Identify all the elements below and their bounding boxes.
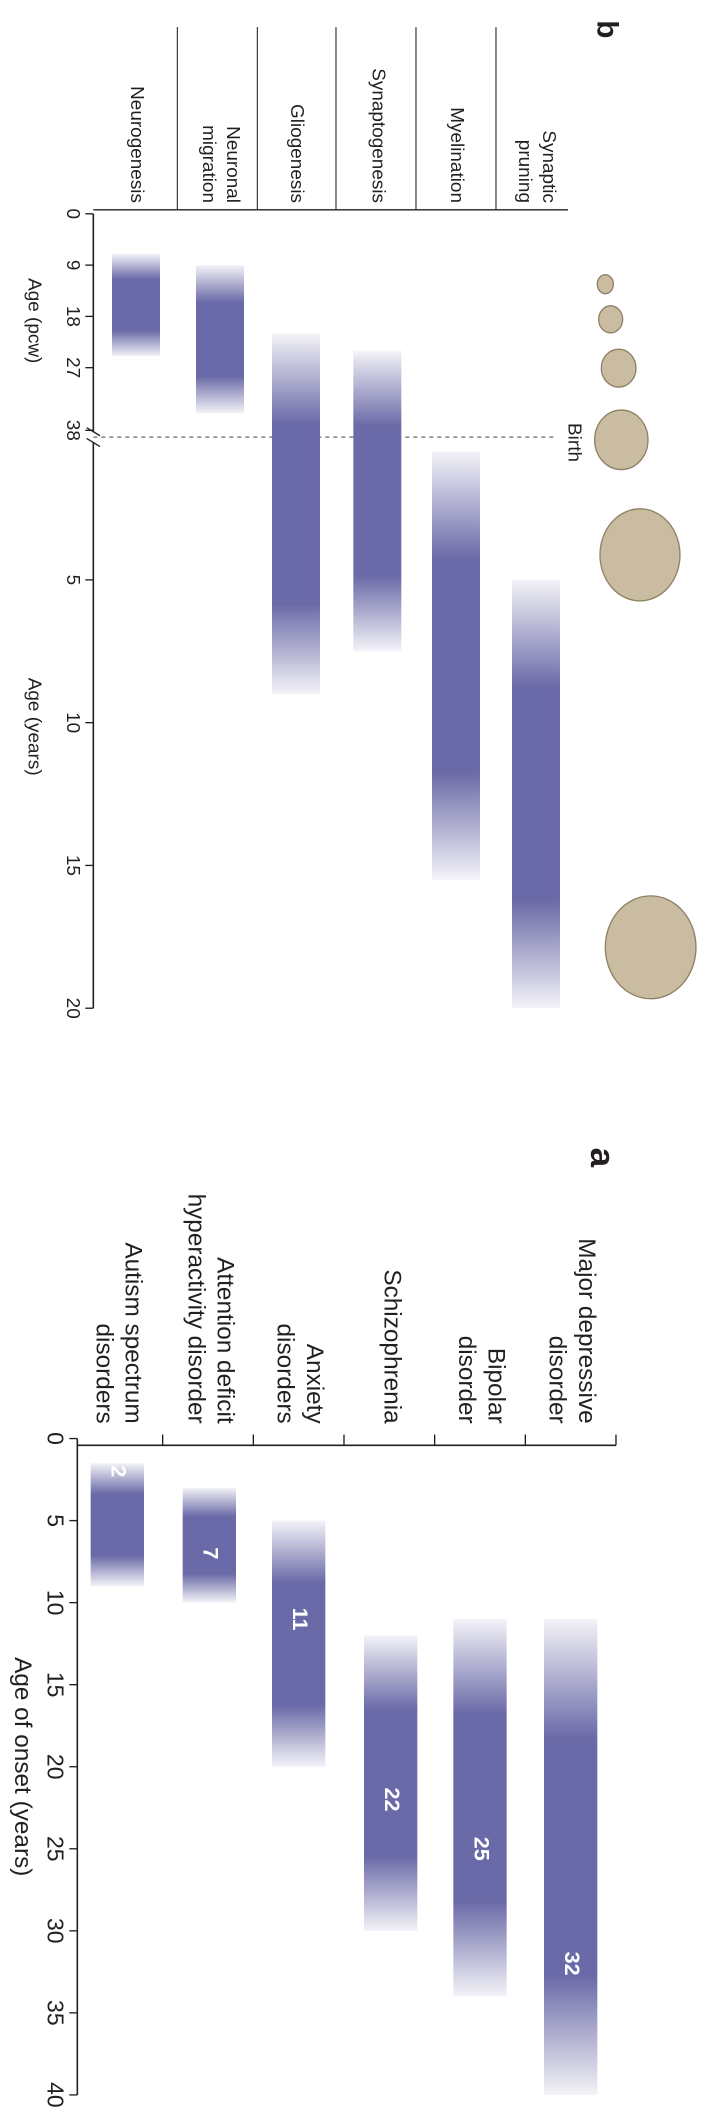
row-label: pruning xyxy=(515,140,536,203)
range-bar xyxy=(543,1619,598,2095)
range-bar xyxy=(511,579,560,1009)
axis-title: Age of onset (years) xyxy=(9,1657,36,1876)
range-bar xyxy=(363,1635,418,1931)
x-tick-label: 18 xyxy=(63,306,84,327)
median-label: 25 xyxy=(469,1837,493,1861)
median-label: 22 xyxy=(380,1788,404,1812)
row-label: Gliogenesis xyxy=(287,104,308,203)
row-label: Neurogenesis xyxy=(127,86,148,203)
axis-title: Age (pcw) xyxy=(24,278,45,363)
x-tick-label: 38 xyxy=(63,420,84,441)
range-bar xyxy=(453,1619,507,1997)
row-label: Autism spectrum xyxy=(120,1242,147,1423)
brain-icons xyxy=(593,274,697,1000)
row-label: Neuronal xyxy=(223,126,244,203)
range-bar xyxy=(111,253,160,357)
brain-icon xyxy=(593,409,649,471)
row-label: Anxiety xyxy=(301,1344,328,1425)
panel-label: b xyxy=(591,20,624,38)
range-bar xyxy=(90,1463,144,1587)
x-tick-label: 0 xyxy=(63,209,84,220)
axis-title: Age (years) xyxy=(24,678,45,776)
row-label: Myelination xyxy=(447,107,468,203)
median-label: 11 xyxy=(288,1608,312,1631)
brain-icon xyxy=(604,895,697,1000)
axis-break xyxy=(86,427,101,437)
row-label: Bipolar xyxy=(482,1348,509,1424)
x-tick-label: 20 xyxy=(42,1754,68,1780)
brain-icon xyxy=(599,508,681,602)
x-tick-label: 10 xyxy=(63,712,84,733)
median-label: 2 xyxy=(107,1465,131,1477)
panel-label: a xyxy=(583,1148,622,1168)
range-bar xyxy=(182,1487,236,1603)
row-label: Attention deficit xyxy=(212,1257,239,1424)
x-tick-label: 5 xyxy=(42,1514,68,1527)
axis-break xyxy=(86,437,101,448)
row-label: Synaptic xyxy=(539,130,560,203)
x-tick-label: 0 xyxy=(42,1432,68,1445)
row-label: disorders xyxy=(90,1324,117,1424)
row-label: disorder xyxy=(544,1336,571,1424)
row-label: Synaptogenesis xyxy=(368,68,389,203)
x-tick-label: 10 xyxy=(42,1590,68,1616)
x-tick-label: 35 xyxy=(42,2000,68,2026)
row-label: Major depressive xyxy=(573,1238,600,1423)
row-label: disorders xyxy=(272,1324,299,1424)
x-tick-label: 5 xyxy=(63,575,84,586)
x-tick-label: 27 xyxy=(63,357,84,378)
x-tick-label: 40 xyxy=(42,2082,68,2108)
row-label: disorder xyxy=(453,1336,480,1424)
brain-icon xyxy=(596,274,614,295)
x-tick-label: 30 xyxy=(42,1918,68,1944)
range-bar xyxy=(353,350,402,652)
range-bar xyxy=(271,1520,326,1767)
range-bar xyxy=(195,265,244,414)
x-tick-label: 25 xyxy=(42,1836,68,1862)
brain-icon xyxy=(597,305,624,334)
x-tick-label: 15 xyxy=(63,855,84,876)
row-label: migration xyxy=(199,125,220,203)
annotation: Birth xyxy=(564,423,585,462)
median-label: 32 xyxy=(560,1952,584,1976)
x-tick-label: 15 xyxy=(42,1672,68,1698)
range-bar xyxy=(431,451,480,880)
median-label: 7 xyxy=(199,1547,223,1559)
x-tick-label: 9 xyxy=(63,260,84,271)
brain-icon xyxy=(600,348,637,388)
x-tick-label: 20 xyxy=(63,998,84,1019)
row-label: hyperactivity disorder xyxy=(182,1194,209,1424)
range-bar xyxy=(271,333,320,695)
row-label: Schizophrenia xyxy=(378,1269,405,1424)
